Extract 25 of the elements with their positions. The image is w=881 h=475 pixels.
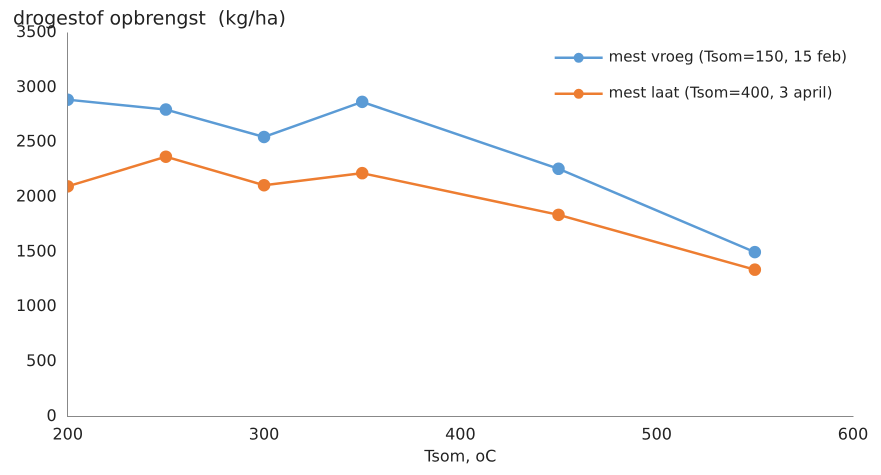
point [356,166,368,180]
legend-label: mest vroeg (Tsom=150, 15 feb) [608,48,848,66]
point [552,162,565,176]
x-tick-label: 500 [641,424,672,444]
y-tick-label: 3000 [16,76,57,96]
y-tick-label: 1500 [16,241,57,260]
point [748,263,762,276]
x-tick-label: 300 [248,424,280,444]
x-tick-label: 400 [445,424,476,444]
x-tick-label: 600 [838,424,868,444]
y-tick-label: 0 [46,406,57,425]
point [552,208,565,222]
y-tick-label: 1000 [16,296,57,316]
y-tick-label: 2500 [16,132,57,151]
point [258,130,270,144]
x-axis-title: Tsom, oC [423,446,496,466]
point [748,246,762,258]
point [258,178,270,192]
y-tick-label: 500 [26,350,57,370]
point [160,103,172,116]
legend-label: mest laat (Tsom=400, 3 april) [608,84,832,102]
x-tick-label: 200 [52,424,83,444]
point [356,96,368,108]
point [160,150,172,163]
y-tick-label: 2000 [16,186,57,206]
